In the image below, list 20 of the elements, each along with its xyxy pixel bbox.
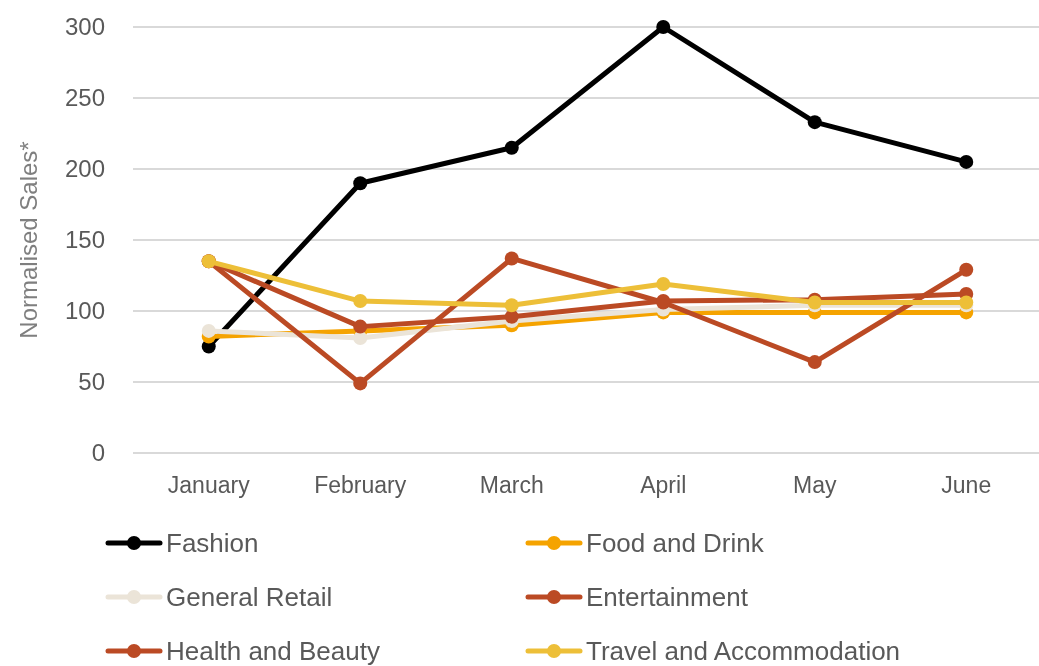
x-tick-label: February <box>314 472 407 498</box>
x-tick-label: April <box>640 472 687 498</box>
x-tick-label: May <box>793 472 837 498</box>
x-tick-label: March <box>479 472 544 498</box>
x-tick-label: January <box>167 472 251 498</box>
y-tick-label: 150 <box>64 226 105 254</box>
y-tick-label: 200 <box>64 155 105 183</box>
legend-label: Food and Drink <box>586 528 765 559</box>
legend-label: Health and Beauty <box>166 636 380 666</box>
legend-label: General Retail <box>166 582 333 613</box>
y-tick-label: 50 <box>78 368 105 396</box>
legend-label: Fashion <box>166 528 259 559</box>
y-tick-label: 100 <box>64 297 105 325</box>
x-tick-label: June <box>941 472 992 498</box>
y-axis-title: Normalised Sales* <box>15 141 42 339</box>
legend-label: Entertainment <box>586 582 749 613</box>
legend-label: Travel and Accommodation <box>586 636 901 666</box>
y-tick-label: 0 <box>91 439 105 467</box>
y-tick-label: 250 <box>64 84 105 112</box>
y-tick-label: 300 <box>64 13 105 41</box>
